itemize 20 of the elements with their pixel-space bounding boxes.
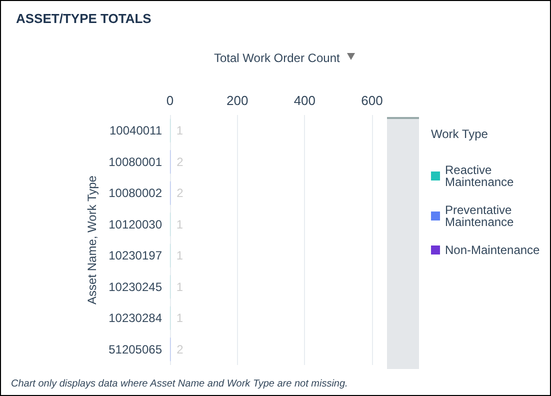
y-tick-label: 51205065: [108, 342, 162, 356]
legend-label: Non-Maintenance: [445, 243, 540, 257]
y-tick-label: 10230284: [108, 311, 162, 326]
y-axis-title: Asset Name, Work Type: [85, 175, 99, 304]
legend-label: Reactive Maintenance: [445, 163, 514, 189]
legend-title: Work Type: [431, 127, 488, 141]
y-tick-label: 10080002: [108, 186, 162, 200]
y-tick-label: 10120030: [108, 217, 162, 232]
x-tick-label: 400: [294, 93, 316, 108]
legend-label: Preventative Maintenance: [445, 203, 516, 229]
y-tick-label: 10080001: [108, 154, 162, 169]
x-axis-title: Total Work Order Count: [214, 51, 340, 65]
text: Chart only displays data where Asset Name and Work Type are not missing.: [11, 378, 348, 390]
x-tick-label: 600: [361, 93, 383, 108]
y-tick-label: 10040011: [110, 124, 162, 138]
y-tick-label: 10230245: [108, 280, 162, 294]
y-tick-label: 10230197: [108, 248, 162, 263]
x-tick-label: 200: [226, 93, 248, 108]
chart-title: ASSET/TYPE TOTALS: [16, 11, 152, 26]
x-tick-label: 0: [166, 93, 174, 108]
